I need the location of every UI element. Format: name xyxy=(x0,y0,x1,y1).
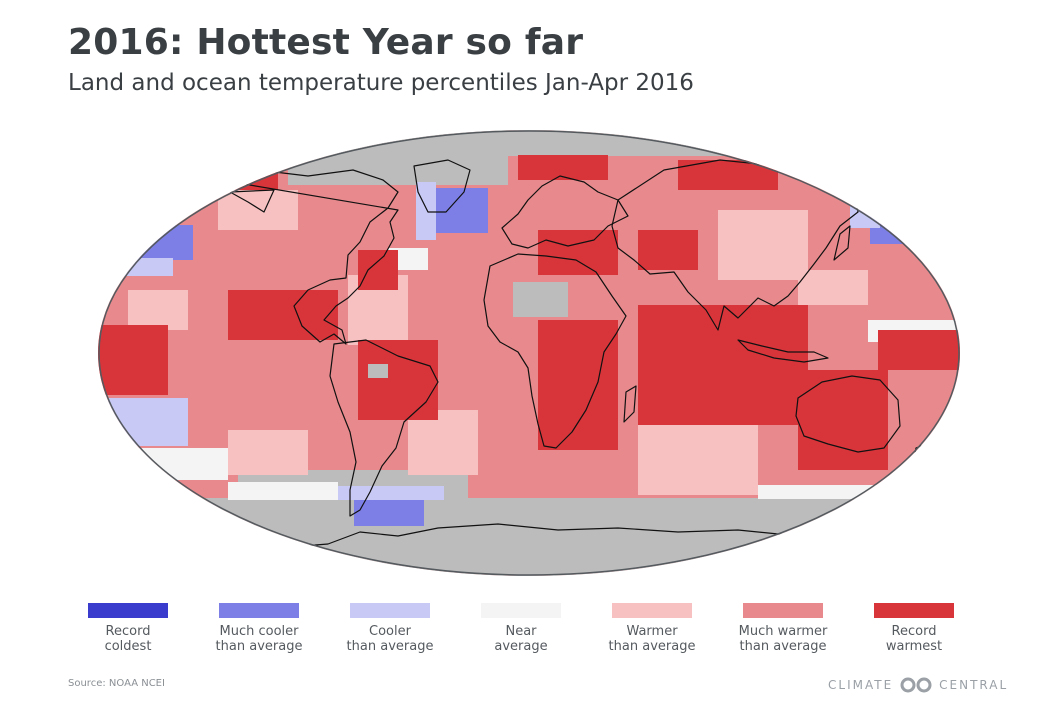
cooler-patch xyxy=(850,206,880,228)
madagascar-outline xyxy=(623,385,637,423)
greenland-outline xyxy=(413,159,471,213)
legend-label-line1: Record xyxy=(891,624,937,639)
no-data-patch xyxy=(288,130,508,185)
much-cooler-patch xyxy=(354,498,424,526)
no-data-patch xyxy=(98,498,960,576)
legend-label-line1: Cooler xyxy=(369,624,411,639)
legend-swatch xyxy=(350,603,430,618)
record-warmest-patch xyxy=(228,290,338,340)
warmer-patch xyxy=(128,290,188,330)
warmer-patch xyxy=(718,210,808,280)
brand-right-text: CENTRAL xyxy=(939,678,1009,692)
legend-item: Much cooler than average xyxy=(193,600,325,654)
record-warmest-patch xyxy=(538,320,618,450)
legend-label-line1: Much cooler xyxy=(219,624,299,639)
japan-outline xyxy=(833,225,851,261)
page-title: 2016: Hottest Year so far xyxy=(68,22,584,63)
record-warmest-patch xyxy=(538,230,618,275)
warmer-patch xyxy=(408,410,478,475)
warmer-patch xyxy=(228,430,308,475)
cooler-patch xyxy=(416,182,436,240)
much-cooler-patch xyxy=(108,225,193,260)
legend-swatch xyxy=(874,603,954,618)
no-data-patch xyxy=(368,364,388,378)
near-average-patch xyxy=(228,482,338,500)
much-cooler-patch xyxy=(870,216,932,244)
legend-label-line2: than average xyxy=(608,639,696,654)
legend-label-line1: Record xyxy=(105,624,151,639)
legend-swatch xyxy=(481,603,561,618)
legend: Record coldest Much cooler than average Cool… xyxy=(62,600,988,660)
europe-outline xyxy=(501,175,629,249)
legend-label-line1: Near xyxy=(505,624,537,639)
source-note: Source: NOAA NCEI xyxy=(68,678,165,689)
near-average-patch xyxy=(758,485,908,499)
legend-item: Cooler than average xyxy=(324,600,456,654)
brand-left-text: CLIMATE xyxy=(828,678,894,692)
legend-label-line1: Warmer xyxy=(626,624,678,639)
no-data-patch xyxy=(513,282,568,317)
much-cooler-patch xyxy=(426,188,488,233)
record-warmest-patch xyxy=(358,250,398,290)
record-warmest-patch xyxy=(638,305,808,425)
record-warmest-patch xyxy=(798,370,888,470)
record-warmest-patch xyxy=(98,325,168,395)
near-average-patch xyxy=(98,448,228,480)
no-data-patch xyxy=(98,130,960,156)
australia-outline xyxy=(795,375,901,453)
record-warmest-patch xyxy=(638,230,698,270)
legend-label-line1: Much warmer xyxy=(738,624,828,639)
indonesia-outline xyxy=(737,339,829,363)
no-data-patch xyxy=(618,130,728,154)
record-warmest-patch xyxy=(518,155,608,180)
record-warmest-patch xyxy=(358,340,438,420)
legend-label-line2: than average xyxy=(739,639,827,654)
legend-label-line2: coldest xyxy=(104,639,152,654)
legend-label-line2: average xyxy=(494,639,548,654)
legend-item: Near average xyxy=(455,600,587,654)
legend-item: Much warmer than average xyxy=(717,600,849,654)
legend-item: Warmer than average xyxy=(586,600,718,654)
legend-label-line2: than average xyxy=(346,639,434,654)
south-america-outline xyxy=(329,339,439,517)
world-temperature-map xyxy=(98,130,960,576)
warmer-patch xyxy=(798,270,868,305)
legend-swatch xyxy=(219,603,299,618)
legend-label-line2: than average xyxy=(215,639,303,654)
legend-swatch xyxy=(743,603,823,618)
cooler-patch xyxy=(334,486,444,500)
climate-central-logo-icon xyxy=(900,677,932,693)
africa-outline xyxy=(483,253,627,449)
legend-swatch xyxy=(88,603,168,618)
brand-logo: CLIMATE CENTRAL xyxy=(828,677,1008,693)
warmer-patch xyxy=(218,190,298,230)
legend-item: Record coldest xyxy=(62,600,194,654)
legend-item: Record warmest xyxy=(848,600,980,654)
legend-swatch xyxy=(612,603,692,618)
north-america-outline xyxy=(207,169,399,345)
page-subtitle: Land and ocean temperature percentiles J… xyxy=(68,70,694,96)
map-border xyxy=(98,130,960,576)
record-warmest-patch xyxy=(878,330,960,370)
legend-label-line2: warmest xyxy=(885,639,943,654)
